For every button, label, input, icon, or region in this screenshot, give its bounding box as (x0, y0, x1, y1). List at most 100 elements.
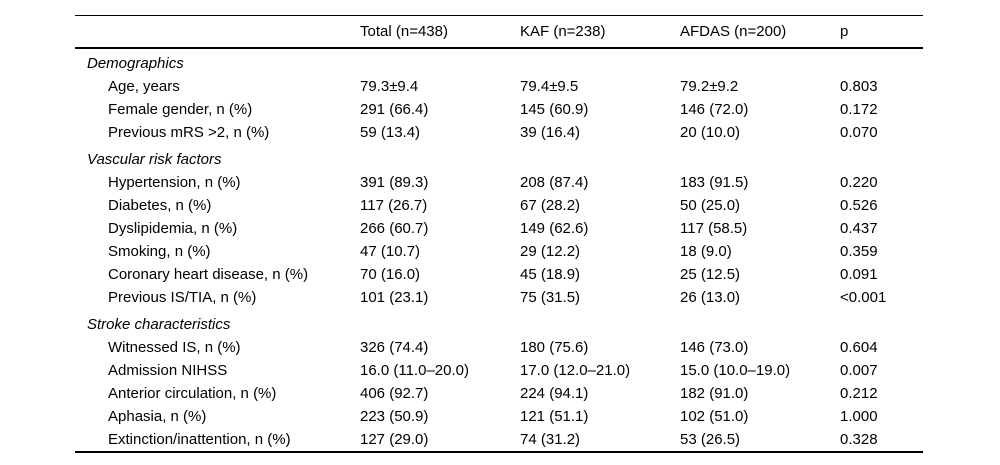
cell-kaf: 67 (28.2) (520, 197, 581, 214)
cell-kaf: 224 (94.1) (520, 385, 589, 402)
table-row: Anterior circulation, n (%) 406 (92.7) 2… (75, 382, 923, 405)
cell-p: 0.604 (840, 339, 878, 356)
cell-afdas: 117 (58.5) (680, 220, 748, 237)
cell-kaf: 74 (31.2) (520, 431, 581, 448)
table-row: Extinction/inattention, n (%) 127 (29.0)… (75, 428, 923, 452)
table-row: Admission NIHSS 16.0 (11.0–20.0) 17.0 (1… (75, 359, 923, 382)
table-row: Witnessed IS, n (%) 326 (74.4) 180 (75.6… (75, 336, 923, 359)
cell-p: 0.437 (840, 220, 878, 237)
cell-kaf: 121 (51.1) (520, 408, 589, 425)
cell-total: 266 (60.7) (360, 220, 429, 237)
table-row: Diabetes, n (%) 117 (26.7) 67 (28.2) 50 … (75, 194, 923, 217)
row-label: Witnessed IS, n (%) (108, 339, 241, 356)
cell-total: 101 (23.1) (360, 289, 429, 306)
row-label: Dyslipidemia, n (%) (108, 220, 238, 237)
cell-p: 1.000 (840, 408, 878, 425)
cell-p: 0.526 (840, 197, 878, 214)
column-header-total: Total (n=438) (360, 15, 520, 49)
cell-p: <0.001 (840, 289, 887, 306)
section-title: Stroke characteristics (87, 316, 231, 333)
cell-afdas: 50 (25.0) (680, 197, 741, 214)
table-row: Aphasia, n (%) 223 (50.9) 121 (51.1) 102… (75, 405, 923, 428)
section-title: Demographics (87, 55, 184, 72)
table-row: Previous mRS >2, n (%) 59 (13.4) 39 (16.… (75, 121, 923, 144)
cell-total: 391 (89.3) (360, 174, 429, 191)
row-label: Female gender, n (%) (108, 101, 253, 118)
table-row: Previous IS/TIA, n (%) 101 (23.1) 75 (31… (75, 286, 923, 309)
section-header-row: Demographics (75, 48, 923, 75)
section-header-row: Vascular risk factors (75, 144, 923, 171)
cell-kaf: 29 (12.2) (520, 243, 581, 260)
cell-total: 47 (10.7) (360, 243, 421, 260)
cell-kaf: 180 (75.6) (520, 339, 589, 356)
cell-total: 59 (13.4) (360, 124, 421, 141)
cell-afdas: 26 (13.0) (680, 289, 741, 306)
column-header-kaf: KAF (n=238) (520, 15, 680, 49)
row-label: Coronary heart disease, n (%) (108, 266, 309, 283)
table-row: Dyslipidemia, n (%) 266 (60.7) 149 (62.6… (75, 217, 923, 240)
cell-p: 0.328 (840, 431, 878, 448)
cell-afdas: 102 (51.0) (680, 408, 749, 425)
cell-afdas: 20 (10.0) (680, 124, 741, 141)
cell-afdas: 146 (73.0) (680, 339, 749, 356)
cell-p: 0.212 (840, 385, 878, 402)
table-row: Coronary heart disease, n (%) 70 (16.0) … (75, 263, 923, 286)
table-row: Smoking, n (%) 47 (10.7) 29 (12.2) 18 (9… (75, 240, 923, 263)
cell-total: 70 (16.0) (360, 266, 421, 283)
header-row: Total (n=438) KAF (n=238) AFDAS (n=200) … (75, 15, 923, 49)
section-header-row: Stroke characteristics (75, 309, 923, 336)
cell-afdas: 53 (26.5) (680, 431, 741, 448)
cell-p: 0.803 (840, 78, 878, 95)
row-label: Hypertension, n (%) (108, 174, 241, 191)
cell-kaf: 45 (18.9) (520, 266, 581, 283)
table-header: Total (n=438) KAF (n=238) AFDAS (n=200) … (75, 15, 923, 49)
cell-total: 16.0 (11.0–20.0) (360, 362, 469, 379)
row-label: Previous IS/TIA, n (%) (108, 289, 257, 306)
cell-afdas: 18 (9.0) (680, 243, 732, 260)
table-container: Total (n=438) KAF (n=238) AFDAS (n=200) … (75, 15, 923, 453)
table-body: Demographics Age, years 79.3±9.4 79.4±9.… (75, 48, 923, 452)
cell-total: 223 (50.9) (360, 408, 429, 425)
cell-afdas: 25 (12.5) (680, 266, 741, 283)
cell-afdas: 146 (72.0) (680, 101, 749, 118)
row-label: Aphasia, n (%) (108, 408, 207, 425)
table-row: Age, years 79.3±9.4 79.4±9.5 79.2±9.2 0.… (75, 75, 923, 98)
row-label: Previous mRS >2, n (%) (108, 124, 270, 141)
cell-afdas: 183 (91.5) (680, 174, 749, 191)
cell-total: 79.3±9.4 (360, 78, 419, 95)
cell-p: 0.070 (840, 124, 878, 141)
cell-kaf: 79.4±9.5 (520, 78, 579, 95)
cell-p: 0.220 (840, 174, 878, 191)
row-label: Age, years (108, 78, 180, 95)
cell-total: 117 (26.7) (360, 197, 428, 214)
section-title: Vascular risk factors (87, 151, 222, 168)
cell-kaf: 75 (31.5) (520, 289, 581, 306)
baseline-characteristics-table: Total (n=438) KAF (n=238) AFDAS (n=200) … (75, 15, 923, 453)
table-row: Female gender, n (%) 291 (66.4) 145 (60.… (75, 98, 923, 121)
cell-kaf: 208 (87.4) (520, 174, 589, 191)
column-header-p: p (840, 15, 923, 49)
cell-total: 127 (29.0) (360, 431, 429, 448)
row-label: Smoking, n (%) (108, 243, 211, 260)
cell-p: 0.359 (840, 243, 878, 260)
cell-kaf: 17.0 (12.0–21.0) (520, 362, 631, 379)
cell-total: 291 (66.4) (360, 101, 429, 118)
cell-kaf: 149 (62.6) (520, 220, 589, 237)
cell-kaf: 39 (16.4) (520, 124, 581, 141)
cell-kaf: 145 (60.9) (520, 101, 589, 118)
row-label: Anterior circulation, n (%) (108, 385, 277, 402)
cell-p: 0.007 (840, 362, 878, 379)
table-row: Hypertension, n (%) 391 (89.3) 208 (87.4… (75, 171, 923, 194)
cell-afdas: 15.0 (10.0–19.0) (680, 362, 791, 379)
cell-total: 406 (92.7) (360, 385, 429, 402)
cell-afdas: 182 (91.0) (680, 385, 749, 402)
row-label: Admission NIHSS (108, 362, 228, 379)
cell-afdas: 79.2±9.2 (680, 78, 739, 95)
row-label: Extinction/inattention, n (%) (108, 431, 291, 448)
column-header-empty (75, 15, 360, 49)
cell-p: 0.172 (840, 101, 878, 118)
cell-p: 0.091 (840, 266, 878, 283)
cell-total: 326 (74.4) (360, 339, 429, 356)
row-label: Diabetes, n (%) (108, 197, 212, 214)
